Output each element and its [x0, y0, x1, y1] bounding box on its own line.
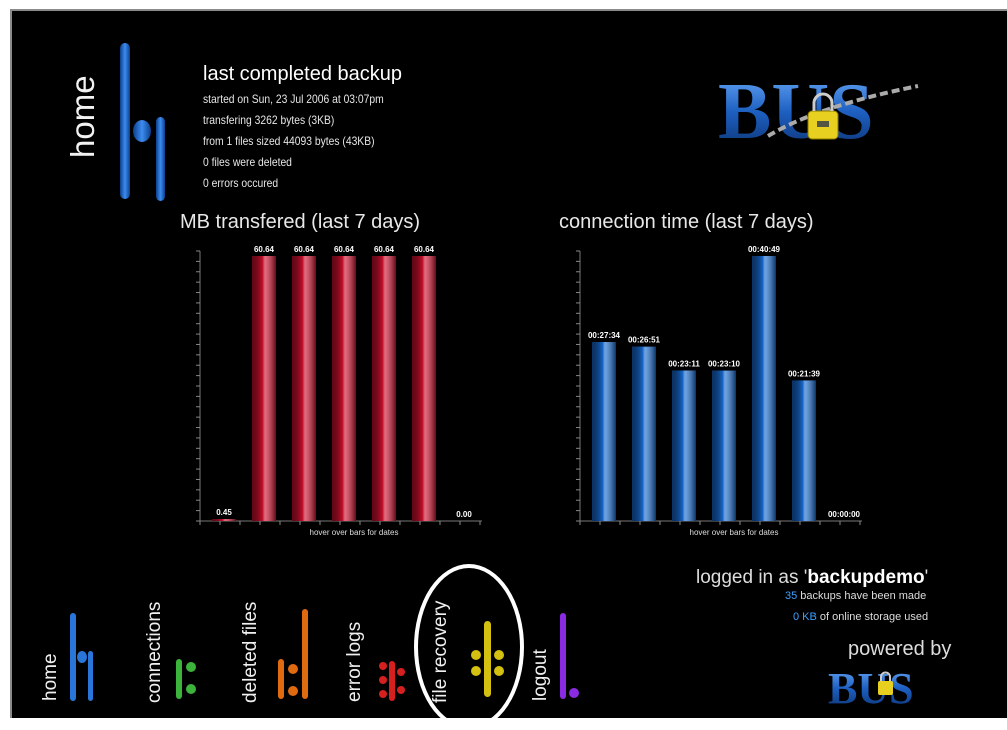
data-label: 60.64 — [334, 245, 355, 254]
bus-logo: BUS — [718, 68, 919, 156]
data-label: 00:27:34 — [588, 331, 621, 340]
nav-error-logs-label: error logs — [344, 621, 365, 702]
nav-logout-label: logout — [530, 649, 551, 701]
nav-error-logs[interactable]: error logs — [344, 596, 414, 706]
nav-connections-label: connections — [144, 601, 165, 703]
home-icon — [70, 613, 93, 701]
backups-text: backups have been made — [797, 590, 927, 602]
chart-bar-shade — [292, 256, 316, 521]
x-axis-label: hover over bars for dates — [310, 528, 399, 537]
chart-bar-shade — [332, 256, 356, 521]
home-logo-icon — [120, 43, 165, 201]
highlight-circle — [414, 564, 524, 730]
data-label: 00:23:11 — [668, 359, 700, 368]
storage-text: of online storage used — [816, 611, 929, 623]
data-label: 00:00:00 — [828, 510, 861, 519]
nav-deleted-files[interactable]: deleted files — [240, 581, 320, 706]
storage-line: 0 KB of online storage used — [793, 611, 928, 623]
chart-connection-time: 00:27:34 00:26:51 00:23:11 00:23:10 00:40:49… — [576, 245, 862, 537]
chart-title-mb: MB transfered (last 7 days) — [180, 211, 421, 233]
chart-bar-shade — [792, 380, 816, 521]
connections-icon — [176, 659, 196, 699]
backups-count: 35 — [785, 590, 798, 602]
chart-bar-shade — [252, 256, 276, 521]
nav-connections[interactable]: connections — [144, 581, 214, 706]
chart-bar-shade — [712, 370, 736, 521]
chart-bar-shade — [212, 519, 236, 521]
data-label: 60.64 — [414, 245, 435, 254]
x-axis-label: hover over bars for dates — [690, 528, 779, 537]
bus-small-logo-text: BUS — [828, 664, 914, 713]
bus-logo-text: BUS — [718, 68, 874, 156]
page-title: home — [64, 75, 101, 158]
chart-mb-transfered: 0.45 60.64 60.64 60.64 60.64 60.64 0.00 hover o… — [196, 245, 482, 537]
data-label: 60.64 — [374, 245, 395, 254]
chart-bar-shade — [372, 256, 396, 521]
logout-icon — [560, 613, 579, 699]
backup-deleted: 0 files were deleted — [203, 155, 292, 169]
deleted-files-icon — [278, 609, 308, 699]
username: backupdemo — [807, 567, 925, 588]
backups-count-line: 35 backups have been made — [785, 590, 926, 602]
data-label: 0.00 — [456, 510, 472, 519]
chart-bar-shade — [592, 342, 616, 521]
logged-prefix: logged in as ' — [696, 567, 808, 588]
data-label: 00:26:51 — [628, 336, 661, 345]
error-logs-icon — [379, 661, 405, 701]
chart-bar-shade — [412, 256, 436, 521]
chart-bar-shade — [632, 346, 656, 521]
backup-errors: 0 errors occured — [203, 176, 279, 190]
backup-files: from 1 files sized 44093 bytes (43KB) — [203, 134, 375, 148]
data-label: 60.64 — [254, 245, 275, 254]
nav-deleted-files-label: deleted files — [240, 601, 261, 703]
nav-logout[interactable]: logout — [530, 611, 590, 706]
chart-title-connection: connection time (last 7 days) — [559, 211, 814, 233]
app-screen: home last completed backup started on Su… — [10, 9, 1007, 730]
logged-in-status: logged in as 'backupdemo' — [696, 567, 928, 589]
bus-small-logo: BUS — [828, 664, 914, 713]
powered-by-label: powered by — [848, 638, 952, 660]
backup-title: last completed backup — [203, 63, 403, 85]
backup-transfer: transfering 3262 bytes (3KB) — [203, 113, 335, 127]
nav-home-label: home — [40, 653, 61, 701]
chart-bar-shade — [752, 256, 776, 521]
data-label: 00:40:49 — [748, 245, 781, 254]
logged-suffix: ' — [924, 567, 929, 588]
backup-started: started on Sun, 23 Jul 2006 at 03:07pm — [203, 92, 384, 106]
storage-value: 0 KB — [793, 611, 817, 623]
nav-home[interactable]: home — [40, 611, 110, 706]
chart-bar-shade — [672, 370, 696, 521]
data-label: 00:21:39 — [788, 369, 821, 378]
data-label: 0.45 — [216, 508, 232, 517]
data-label: 00:23:10 — [708, 360, 741, 369]
data-label: 60.64 — [294, 245, 315, 254]
